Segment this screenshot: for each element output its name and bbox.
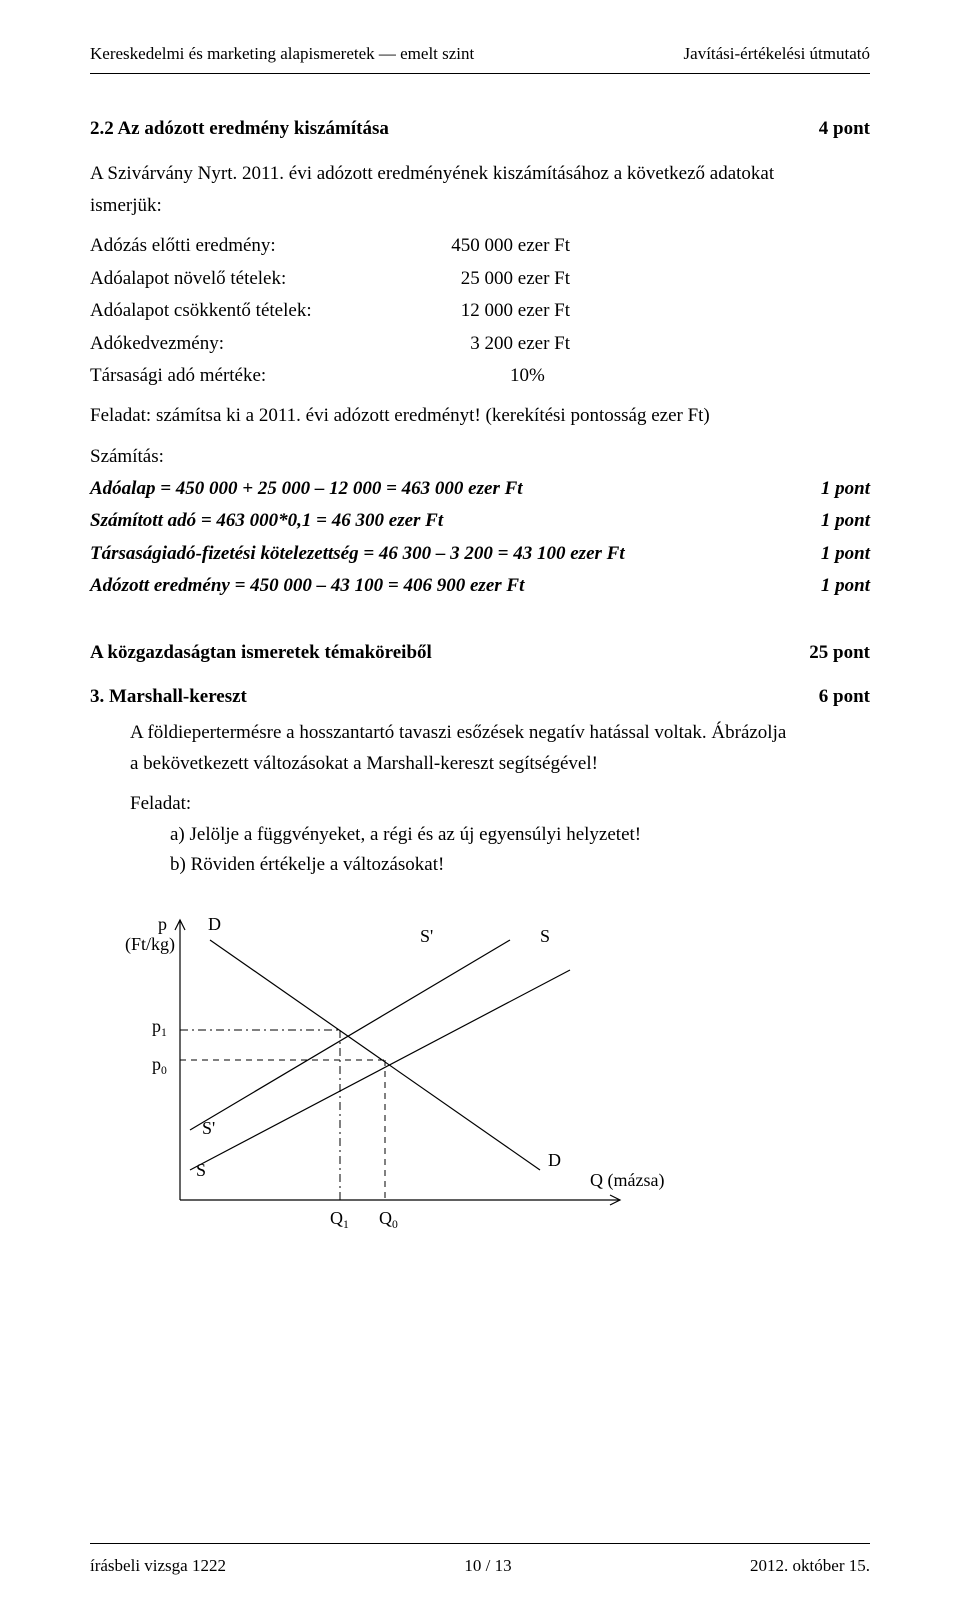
calc-expr: Számított adó = 463 000*0,1 = 46 300 eze…: [90, 506, 443, 536]
marshall-chart: p D (Ft/kg) S' Sp1 p0 S' S D Q (mázsa) Q1 Q0: [120, 900, 870, 1270]
chart-svg: p D (Ft/kg) S' Sp1 p0 S' S D Q (mázsa) Q1 Q0: [120, 900, 680, 1260]
data-value: 450 000 ezer Ft: [390, 231, 570, 261]
kozgazd-heading-row: A közgazdaságtan ismeretek témaköreiből …: [90, 638, 870, 668]
svg-text:p: p: [158, 914, 167, 934]
data-row: Adóalapot csökkentő tételek: 12 000 ezer…: [90, 296, 870, 326]
calc-row: Adózott eredmény = 450 000 – 43 100 = 40…: [90, 571, 870, 601]
calc-label: Számítás:: [90, 442, 870, 472]
calc-row: Társaságiadó-fizetési kötelezettség = 46…: [90, 539, 870, 569]
svg-text:Q (mázsa): Q (mázsa): [590, 1170, 664, 1191]
page-footer: írásbeli vizsga 1222 10 / 13 2012. októb…: [90, 1543, 870, 1579]
svg-text:D: D: [208, 914, 221, 934]
section-22-points: 4 pont: [819, 114, 870, 144]
data-row: Adókedvezmény: 3 200 ezer Ft: [90, 329, 870, 359]
data-label: Adóalapot növelő tételek:: [90, 264, 390, 294]
task-line: Feladat: számítsa ki a 2011. évi adózott…: [90, 401, 870, 431]
calc-expr: Társaságiadó-fizetési kötelezettség = 46…: [90, 539, 625, 569]
task-b: b) Röviden értékelje a változásokat!: [90, 850, 870, 880]
body-line-2: a bekövetkezett változásokat a Marshall-…: [90, 749, 870, 779]
data-label: Adóalapot csökkentő tételek:: [90, 296, 390, 326]
header-rule: [90, 73, 870, 74]
intro-line-2: ismerjük:: [90, 191, 870, 221]
kozgazd-heading: A közgazdaságtan ismeretek témaköreiből: [90, 638, 432, 668]
data-value: 25 000 ezer Ft: [390, 264, 570, 294]
header-left: Kereskedelmi és marketing alapismeretek …: [90, 40, 474, 67]
svg-text:p0: p0: [152, 1054, 167, 1077]
section-22-title-row: 2.2 Az adózott eredmény kiszámítása 4 po…: [90, 114, 870, 144]
kozgazd-points: 25 pont: [809, 638, 870, 668]
section-22-title: 2.2 Az adózott eredmény kiszámítása: [90, 114, 389, 144]
calc-points: 1 pont: [821, 474, 870, 504]
svg-text:(Ft/kg): (Ft/kg): [125, 934, 175, 955]
svg-text:S': S': [420, 926, 433, 946]
data-label: Adózás előtti eredmény:: [90, 231, 390, 261]
data-value: 10%: [390, 361, 730, 391]
intro-line-1: A Szivárvány Nyrt. 2011. évi adózott ere…: [90, 159, 870, 189]
data-label: Társasági adó mértéke:: [90, 361, 390, 391]
page-header: Kereskedelmi és marketing alapismeretek …: [90, 40, 870, 67]
svg-text:S: S: [540, 926, 550, 946]
svg-text:S': S': [202, 1118, 215, 1138]
calc-points: 1 pont: [821, 539, 870, 569]
data-row: Társasági adó mértéke: 10%: [90, 361, 870, 391]
marshall-title: 3. Marshall-kereszt: [90, 682, 247, 712]
data-value: 12 000 ezer Ft: [390, 296, 570, 326]
body-line-1: A földiepertermésre a hosszantartó tavas…: [90, 718, 870, 748]
marshall-points: 6 pont: [819, 682, 870, 712]
task-a: a) Jelölje a függvényeket, a régi és az …: [90, 820, 870, 850]
svg-text:Q0: Q0: [379, 1208, 398, 1231]
calc-row: Adóalap = 450 000 + 25 000 – 12 000 = 46…: [90, 474, 870, 504]
svg-text:S: S: [196, 1160, 206, 1180]
calc-points: 1 pont: [821, 571, 870, 601]
calc-row: Számított adó = 463 000*0,1 = 46 300 eze…: [90, 506, 870, 536]
data-label: Adókedvezmény:: [90, 329, 390, 359]
footer-left: írásbeli vizsga 1222: [90, 1552, 226, 1579]
svg-text:D: D: [548, 1150, 561, 1170]
svg-text:p1: p1: [152, 1016, 167, 1039]
data-value: 3 200 ezer Ft: [390, 329, 570, 359]
footer-center: 10 / 13: [464, 1552, 511, 1579]
body-line-3: Feladat:: [90, 789, 870, 819]
page: Kereskedelmi és marketing alapismeretek …: [0, 0, 960, 1609]
footer-right: 2012. október 15.: [750, 1552, 870, 1579]
calc-expr: Adóalap = 450 000 + 25 000 – 12 000 = 46…: [90, 474, 523, 504]
svg-text:Q1: Q1: [330, 1208, 349, 1231]
data-row: Adóalapot növelő tételek: 25 000 ezer Ft: [90, 264, 870, 294]
marshall-title-row: 3. Marshall-kereszt 6 pont: [90, 682, 870, 712]
data-row: Adózás előtti eredmény: 450 000 ezer Ft: [90, 231, 870, 261]
header-right: Javítási-értékelési útmutató: [684, 40, 870, 67]
footer-rule: [90, 1543, 870, 1544]
calc-points: 1 pont: [821, 506, 870, 536]
calc-expr: Adózott eredmény = 450 000 – 43 100 = 40…: [90, 571, 524, 601]
